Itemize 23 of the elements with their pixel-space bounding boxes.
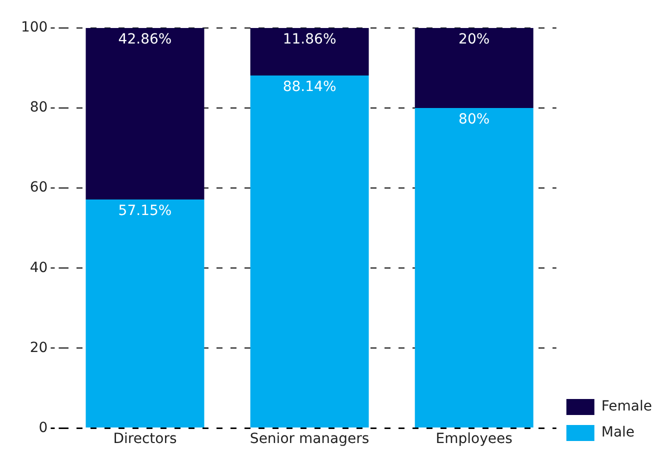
bar — [250, 75, 369, 428]
y-tick-label: 20 — [30, 340, 48, 356]
x-tick-label: Employees — [436, 431, 512, 448]
x-tick-label: Senior managers — [250, 431, 370, 448]
bar — [86, 28, 204, 200]
data-label: 20% — [458, 32, 490, 48]
data-label: 57.15% — [118, 203, 172, 220]
data-label: 88.14% — [282, 79, 336, 96]
data-label: 42.86% — [118, 32, 172, 48]
data-label: 11.86% — [282, 32, 336, 48]
bar — [86, 199, 204, 428]
data-label: 80% — [458, 112, 490, 128]
bar — [250, 28, 369, 76]
bar — [414, 28, 534, 108]
y-tick-label: 80 — [30, 100, 48, 116]
y-tick-label: 60 — [30, 180, 48, 196]
x-tick-label: Directors — [113, 431, 177, 448]
y-tick-label: 0 — [38, 420, 48, 436]
legend-label: Male — [601, 424, 635, 441]
bar — [414, 108, 534, 428]
y-tick-label: 100 — [20, 20, 48, 36]
y-tick-label: 40 — [30, 260, 48, 276]
legend-label: Female — [601, 398, 652, 415]
